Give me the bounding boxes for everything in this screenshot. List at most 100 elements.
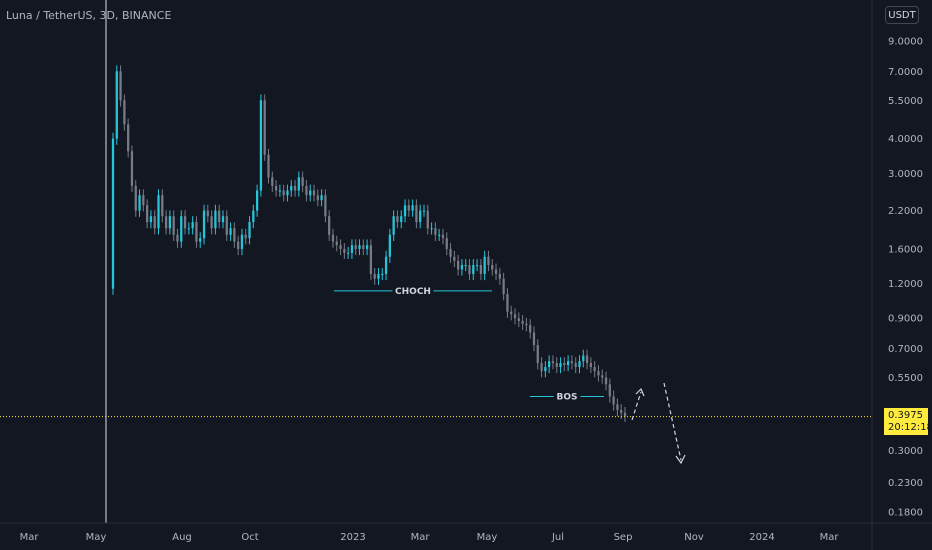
candle-body (521, 320, 524, 324)
candle-body (593, 367, 596, 372)
candle (271, 171, 274, 193)
candle-body (464, 265, 467, 267)
candle-body (540, 363, 543, 372)
price-axis-bg (872, 0, 932, 550)
candle (536, 339, 539, 370)
candle-body (347, 252, 350, 254)
candle (415, 199, 418, 229)
projection-up-arrowhead (635, 387, 645, 397)
candle-body (544, 367, 547, 372)
candle (616, 398, 619, 417)
candle-body (354, 245, 357, 249)
candle-body (491, 265, 494, 270)
candle-body (392, 216, 395, 235)
candle-body (566, 361, 570, 366)
candle-body (422, 210, 426, 212)
price-tick-label: 3.0000 (888, 169, 923, 180)
candle (449, 243, 452, 263)
candle-body (506, 294, 509, 312)
candle-body (582, 355, 585, 362)
candle (434, 222, 437, 241)
candle (199, 232, 202, 248)
price-tick-label: 7.0000 (888, 67, 923, 78)
candle (597, 365, 600, 382)
candle-body (548, 361, 551, 368)
candle (407, 199, 410, 217)
candle-body (419, 210, 422, 223)
candle (343, 243, 346, 259)
candle (559, 357, 562, 374)
candle-body (225, 216, 228, 235)
candle-body (206, 210, 209, 217)
candle-body (468, 265, 471, 274)
candle (574, 357, 577, 374)
candle-body (574, 363, 577, 368)
structure-label-bg (392, 284, 434, 297)
candle (430, 222, 433, 235)
candle (623, 407, 627, 423)
candle (183, 210, 187, 235)
candle-body (343, 248, 346, 253)
candle (145, 199, 149, 229)
candle (441, 228, 445, 245)
candle-body (309, 190, 312, 196)
candle-series (111, 65, 627, 423)
candle-body (111, 138, 115, 289)
candle (362, 239, 365, 256)
candle (172, 210, 175, 241)
time-tick-label: Mar (20, 532, 40, 543)
candle-body (176, 234, 179, 242)
price-tick-label: 0.7000 (888, 344, 923, 355)
price-tick-label: 1.6000 (888, 244, 923, 255)
candle (384, 250, 388, 281)
candle-body (498, 273, 501, 279)
candle-body (502, 278, 505, 295)
price-tick-label: 0.5500 (888, 373, 923, 384)
candle (202, 204, 206, 245)
candle-body (244, 234, 247, 239)
candle (237, 235, 240, 256)
candle (445, 232, 448, 256)
structure-label-bg (553, 390, 581, 403)
candle (320, 189, 323, 207)
candle-body (290, 185, 293, 191)
candle-body (161, 195, 164, 217)
candle-body (149, 216, 153, 223)
candle (373, 268, 376, 285)
candle-body (324, 195, 327, 217)
candle (161, 189, 164, 223)
price-tick-label: 2.2000 (888, 206, 923, 217)
candle-body (570, 361, 574, 364)
candle-body (142, 195, 145, 206)
candle-body (267, 154, 270, 178)
candle-body (282, 190, 285, 196)
candle (282, 184, 285, 202)
candle (544, 361, 547, 378)
candle-body (138, 195, 141, 211)
candle (187, 222, 190, 235)
candle (354, 239, 357, 256)
candle (168, 210, 172, 235)
time-tick-label: Mar (820, 532, 840, 543)
candle (464, 259, 467, 272)
candle (153, 210, 156, 235)
currency-button[interactable]: USDT (885, 6, 919, 24)
candle (286, 184, 289, 202)
candle-body (612, 396, 615, 405)
candle-body (384, 256, 388, 274)
candle-body (426, 210, 429, 229)
symbol-title[interactable]: Luna / TetherUS, 3D, BINANCE (6, 9, 172, 22)
candle-body (293, 185, 297, 191)
candle-body (233, 228, 236, 242)
projection-up-path (631, 391, 642, 421)
candle (164, 210, 168, 235)
candle (403, 199, 407, 223)
candle-body (441, 234, 445, 239)
candle-body (115, 71, 118, 139)
candle (392, 210, 395, 241)
candle (601, 369, 604, 384)
candle-body (438, 234, 441, 236)
candle (225, 210, 228, 241)
